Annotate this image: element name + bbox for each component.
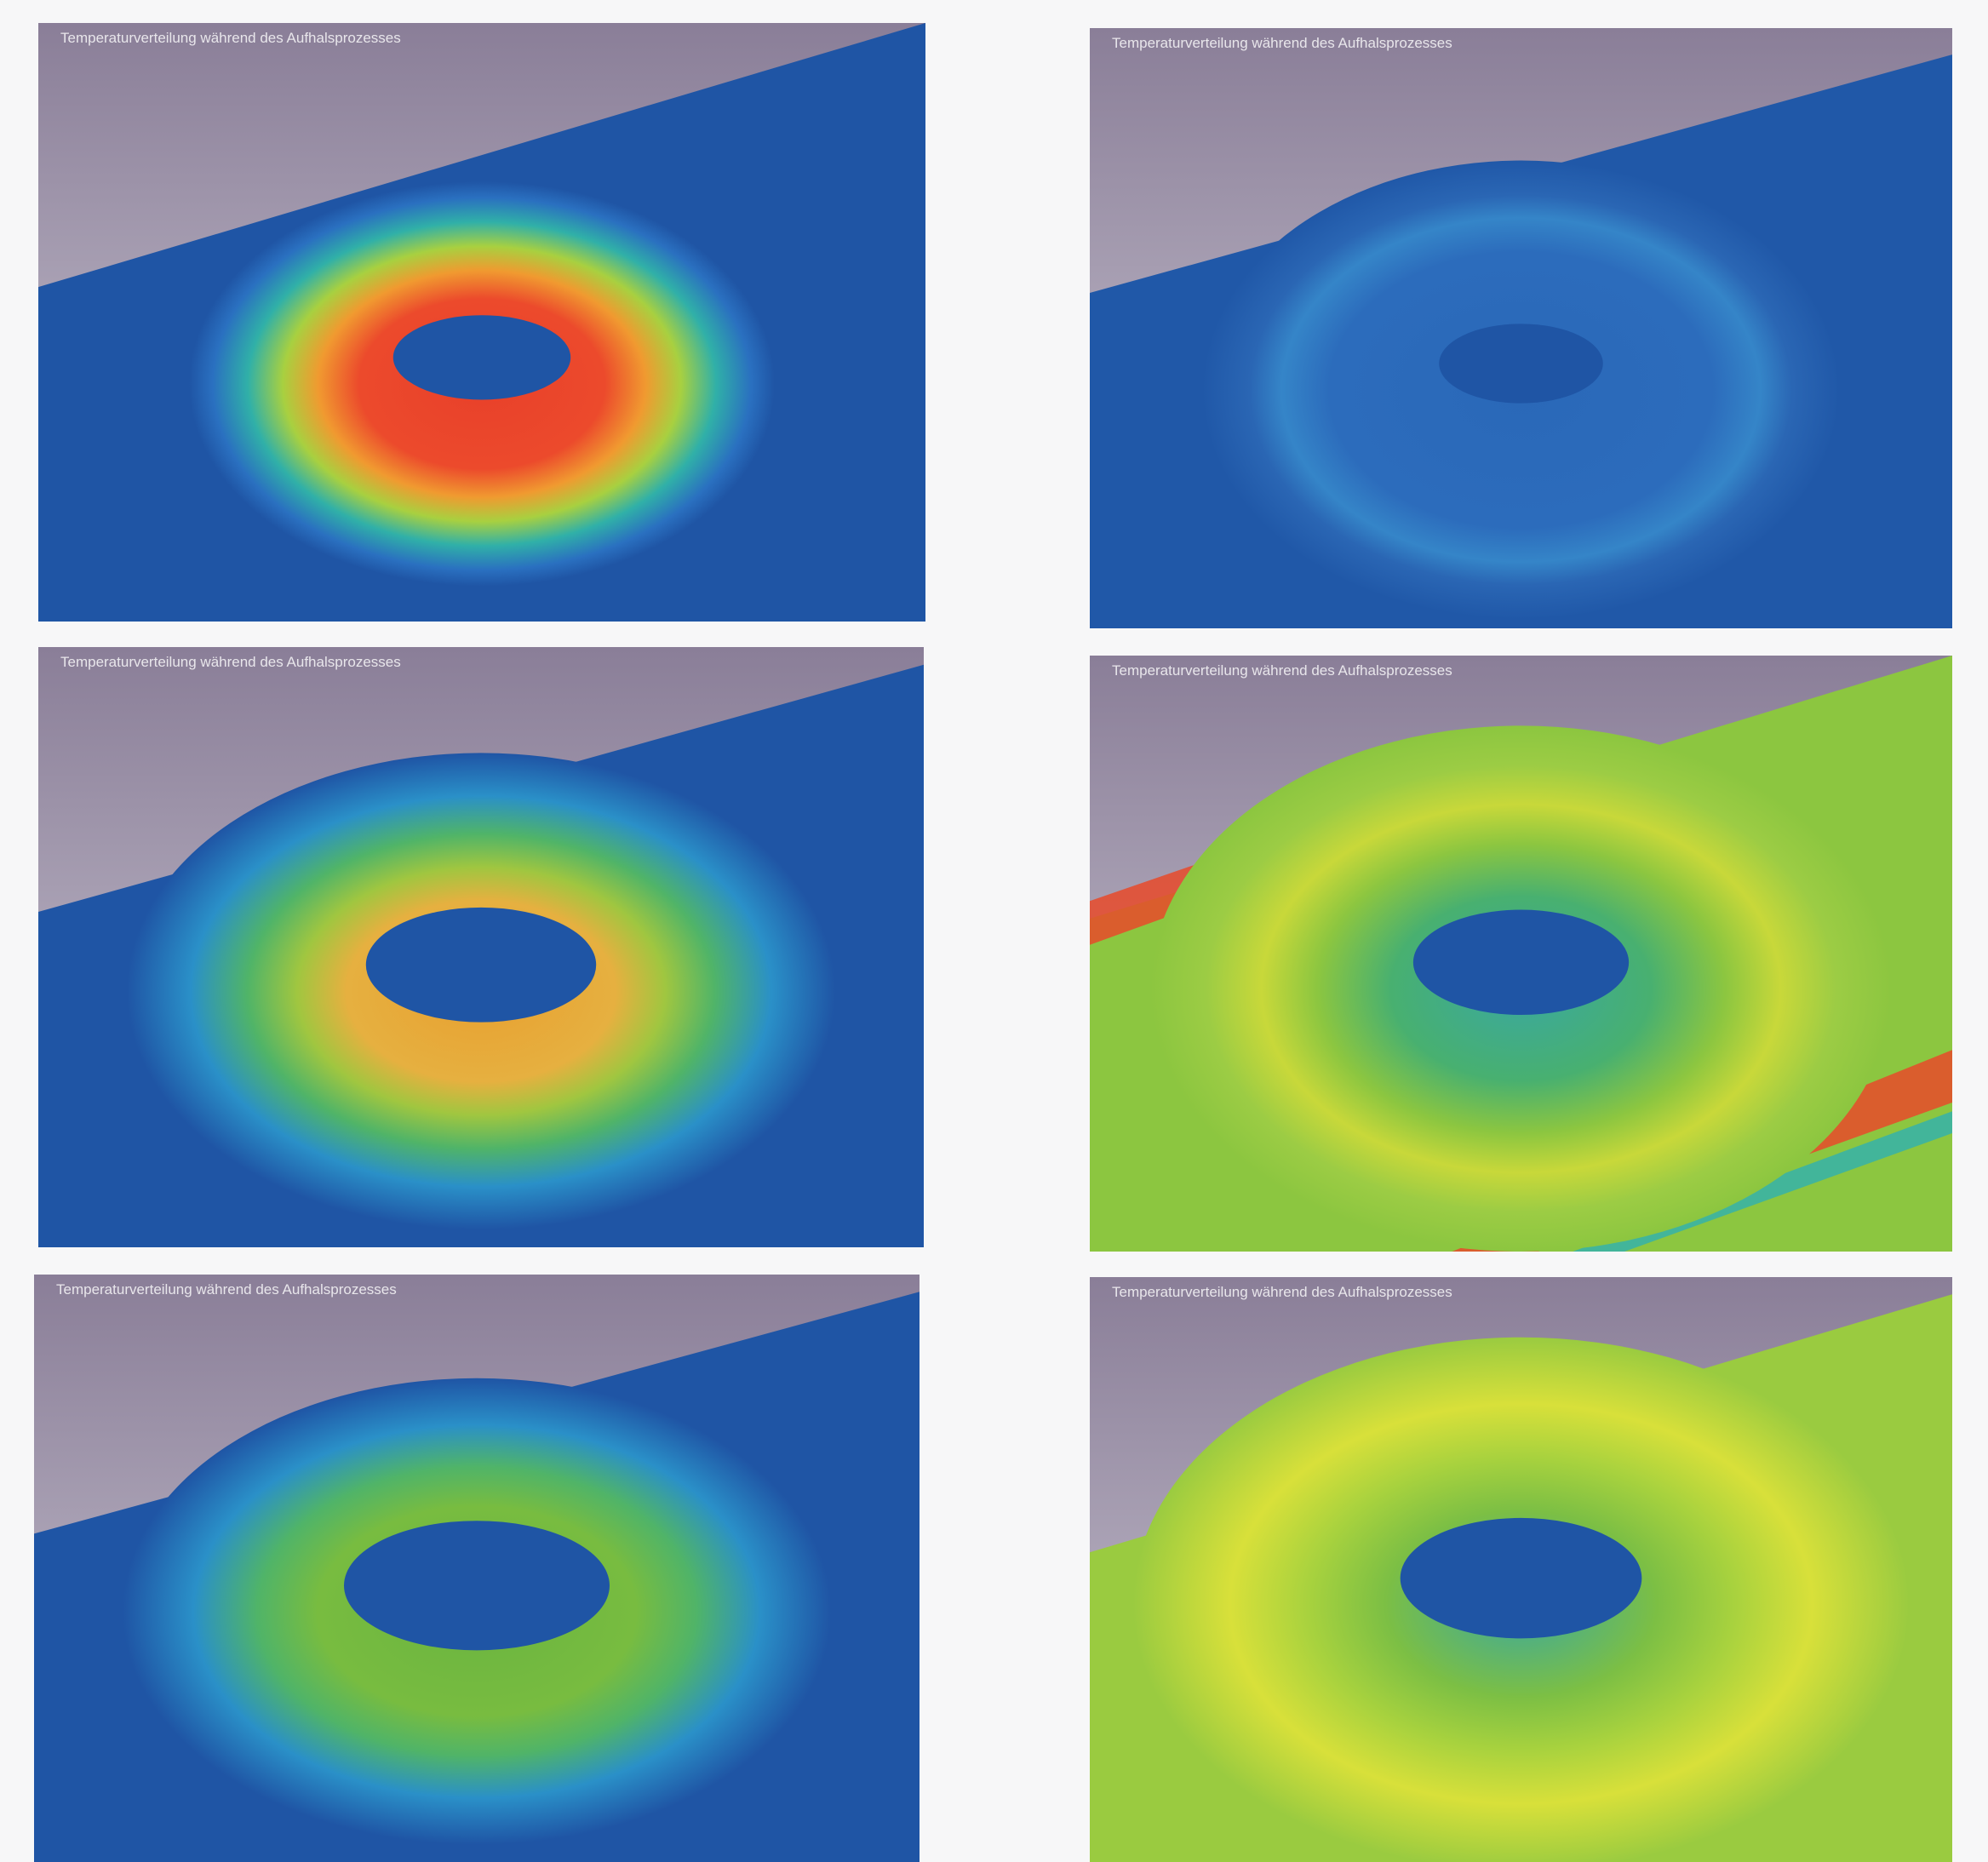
render bbox=[34, 1275, 920, 1862]
simulation-panel: Temperaturverteilung während des Aufhals… bbox=[1090, 656, 1952, 1252]
render bbox=[1090, 1277, 1952, 1862]
render bbox=[1090, 28, 1952, 628]
page: Temperaturverteilung während des Aufhals… bbox=[0, 0, 1988, 1862]
caption: Temperaturverteilung während des Aufhals… bbox=[60, 654, 401, 671]
caption: Temperaturverteilung während des Aufhals… bbox=[60, 30, 401, 47]
simulation-panel: Temperaturverteilung während des Aufhals… bbox=[38, 23, 925, 622]
simulation-panel: Temperaturverteilung während des Aufhals… bbox=[1090, 28, 1952, 628]
caption: Temperaturverteilung während des Aufhals… bbox=[56, 1281, 397, 1298]
caption: Temperaturverteilung während des Aufhals… bbox=[1112, 662, 1452, 679]
simulation-panel: Temperaturverteilung während des Aufhals… bbox=[38, 647, 924, 1247]
caption: Temperaturverteilung während des Aufhals… bbox=[1112, 1284, 1452, 1301]
render bbox=[38, 23, 925, 622]
caption: Temperaturverteilung während des Aufhals… bbox=[1112, 35, 1452, 52]
simulation-panel: Temperaturverteilung während des Aufhals… bbox=[34, 1275, 920, 1862]
render bbox=[38, 647, 924, 1247]
render bbox=[1090, 656, 1952, 1252]
simulation-panel: Temperaturverteilung während des Aufhals… bbox=[1090, 1277, 1952, 1862]
